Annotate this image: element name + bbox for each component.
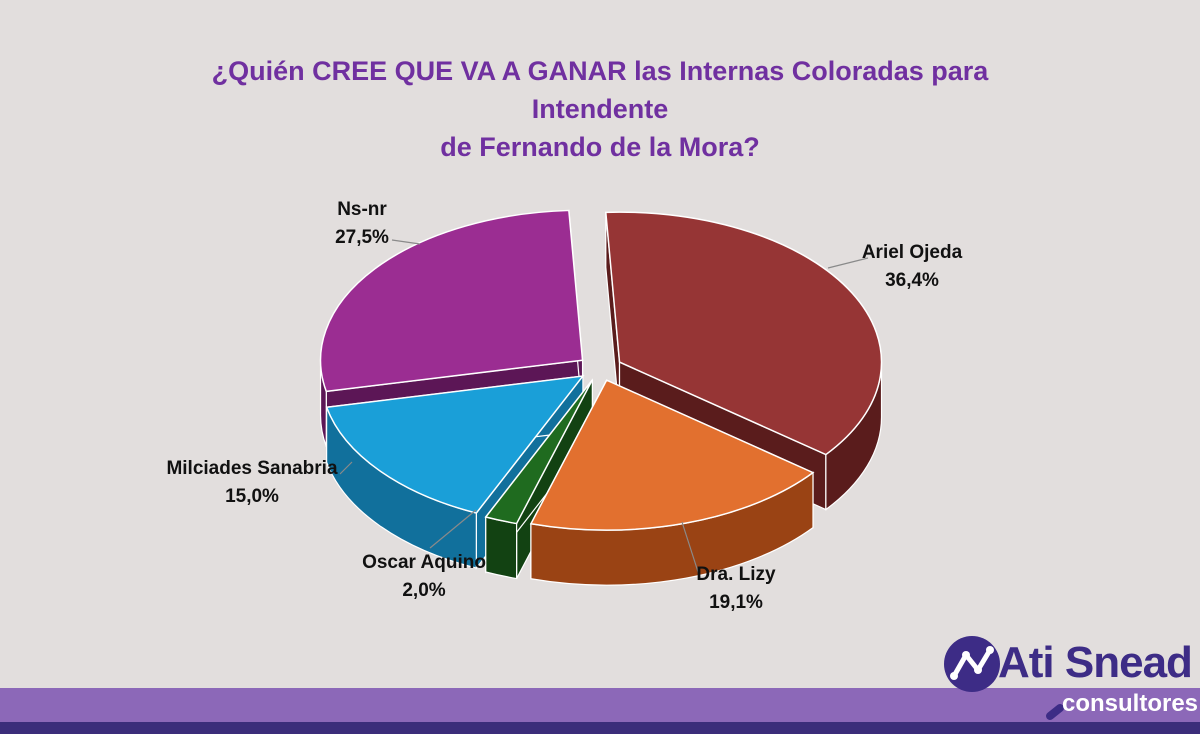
slice-value-label: 36,4%: [885, 270, 939, 291]
slice-name-label: Dra. Lizy: [696, 564, 776, 585]
pie-leader-line: [429, 509, 477, 549]
slice-value-label: 19,1%: [709, 592, 763, 613]
pie-slice: [319, 209, 584, 393]
slice-name-label: Milciades Sanabria: [166, 458, 338, 479]
brand-logo-icon: [944, 636, 1064, 720]
pie-leader-lines: [339, 239, 869, 579]
chart-title-line-2: de Fernando de la Mora?: [440, 132, 760, 162]
slice-name-label: Ariel Ojeda: [862, 242, 963, 263]
brand-name: Ati Snead: [998, 638, 1193, 687]
slice-value-label: 2,0%: [402, 580, 445, 601]
slice-name-label: Oscar Aquino: [362, 552, 486, 573]
footer-band-light: [0, 688, 1200, 722]
slice-value-label: 27,5%: [335, 227, 389, 248]
chart-title: ¿Quién CREE QUE VA A GANAR las Internas …: [150, 52, 1050, 166]
pie-slice: [325, 375, 585, 514]
pie-slice: [529, 379, 815, 531]
pie-slice: [604, 211, 883, 456]
pie-leader-line: [681, 521, 701, 579]
brand-tagline: consultores: [1062, 690, 1199, 717]
pie-labels: Ariel Ojeda 36,4% Dra. Lizy 19,1% Oscar Aqui…: [166, 199, 962, 613]
chart-title-line-1: ¿Quién CREE QUE VA A GANAR las Internas …: [211, 56, 989, 124]
pie-leader-line: [339, 461, 353, 475]
pie-leader-line: [827, 257, 869, 269]
slice-name-label: Ns-nr: [337, 199, 387, 220]
footer-band-dark: [0, 722, 1200, 734]
pie-slice: [484, 379, 593, 525]
pie-leader-line: [391, 239, 421, 245]
slice-value-label: 15,0%: [225, 486, 279, 507]
pie-tops: [319, 209, 883, 531]
